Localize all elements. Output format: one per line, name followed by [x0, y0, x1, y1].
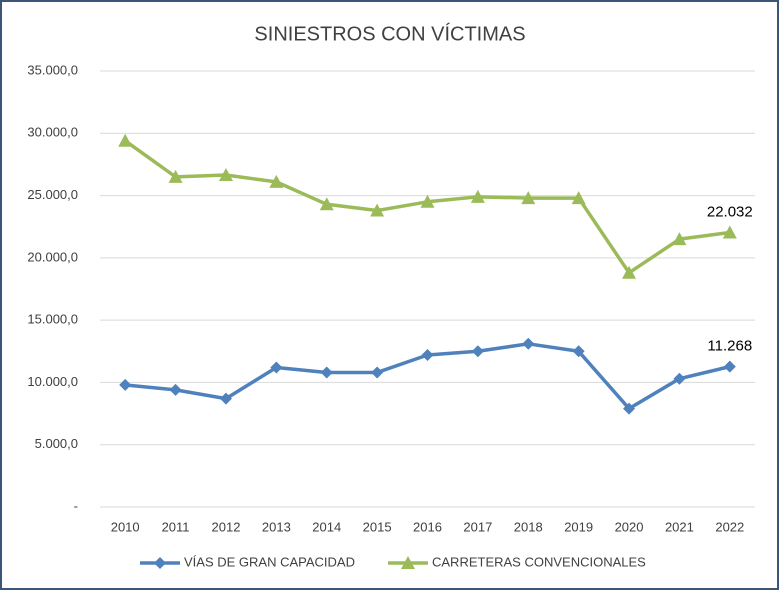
point-marker: [119, 378, 132, 391]
point-marker: [571, 191, 586, 205]
point-marker: [421, 349, 434, 362]
x-tick-label: 2010: [111, 519, 140, 534]
x-tick-label: 2017: [463, 519, 492, 534]
point-marker: [623, 402, 636, 415]
point-marker: [622, 265, 637, 279]
point-marker: [572, 345, 585, 358]
point-marker: [168, 169, 183, 183]
x-tick-label: 2016: [413, 519, 442, 534]
x-tick-label: 2011: [162, 519, 190, 534]
y-tick-label: 35.000,0: [27, 62, 78, 77]
point-marker: [401, 556, 415, 569]
point-marker: [270, 361, 283, 374]
y-tick-label: 10.000,0: [27, 374, 78, 389]
x-tick-label: 2012: [212, 519, 241, 534]
point-marker: [169, 383, 182, 396]
point-marker: [371, 366, 384, 379]
x-tick-label: 2019: [564, 519, 593, 534]
x-tick-label: 2013: [262, 519, 291, 534]
point-marker: [320, 366, 333, 379]
point-marker: [722, 225, 737, 239]
point-marker: [370, 203, 385, 217]
data-label: 11.268: [707, 338, 752, 355]
point-marker: [154, 557, 166, 569]
point-marker: [723, 360, 736, 373]
point-marker: [118, 133, 133, 147]
y-tick-label: -: [74, 498, 78, 513]
point-marker: [673, 372, 686, 385]
point-marker: [269, 174, 284, 188]
y-tick-label: 20.000,0: [27, 249, 78, 264]
y-tick-label: 5.000,0: [35, 436, 78, 451]
point-marker: [219, 392, 232, 405]
point-marker: [672, 232, 687, 246]
y-tick-label: 15.000,0: [27, 312, 78, 327]
point-marker: [471, 345, 484, 358]
x-tick-label: 2021: [665, 519, 694, 534]
x-tick-label: 2015: [363, 519, 392, 534]
legend-label: VÍAS DE GRAN CAPACIDAD: [184, 554, 355, 569]
point-marker: [420, 194, 435, 208]
data-label: 22.032: [707, 204, 753, 221]
point-marker: [319, 197, 334, 211]
point-marker: [470, 189, 485, 203]
y-tick-label: 25.000,0: [27, 187, 78, 202]
chart-title: SINIESTROS CON VÍCTIMAS: [254, 22, 525, 45]
point-marker: [218, 168, 233, 182]
x-tick-label: 2018: [514, 519, 543, 534]
x-tick-label: 2014: [312, 519, 341, 534]
legend-label: CARRETERAS CONVENCIONALES: [432, 554, 646, 569]
point-marker: [522, 337, 535, 350]
x-tick-label: 2020: [615, 519, 644, 534]
x-tick-label: 2022: [715, 519, 744, 534]
y-tick-label: 30.000,0: [27, 125, 78, 140]
point-marker: [521, 191, 536, 205]
